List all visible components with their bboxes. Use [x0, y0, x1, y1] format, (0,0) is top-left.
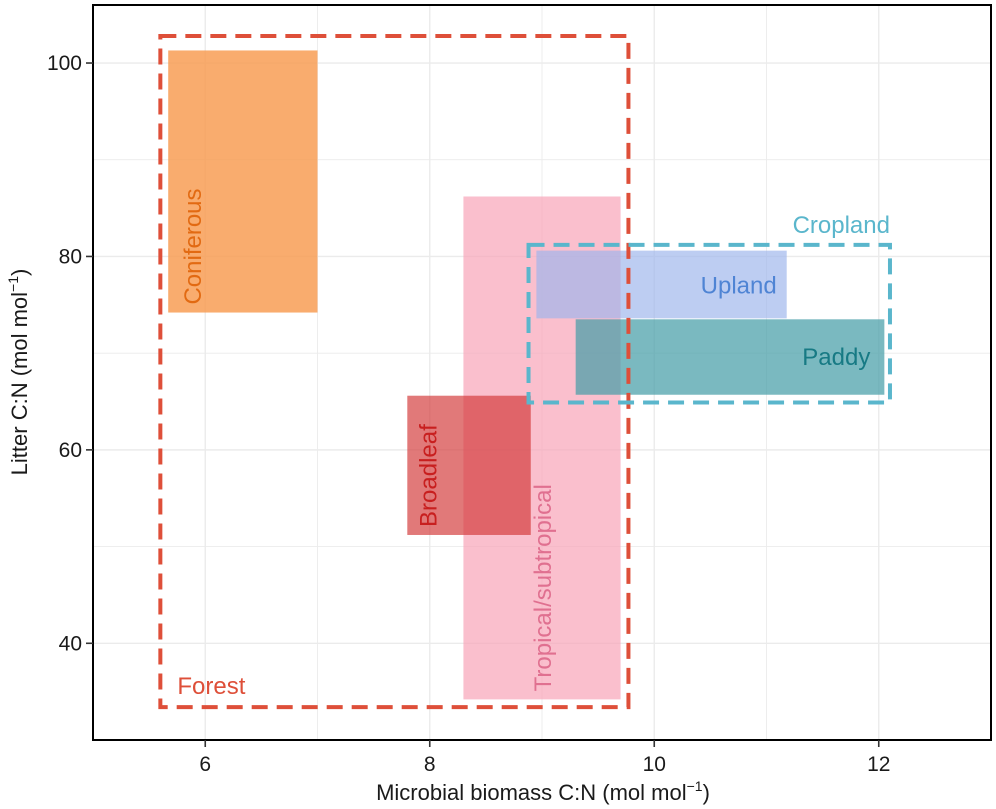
y-axis-ticks: 40 60 80 100 [47, 52, 93, 655]
label-coniferous: Coniferous [180, 188, 207, 304]
group-outlines [158, 33, 892, 710]
x-axis-title: Microbial biomass C:N (mol mol−1) [376, 778, 710, 805]
region-labels: Coniferous Tropical/subtropical Broadleaf U… [177, 188, 890, 700]
label-paddy: Paddy [802, 344, 870, 371]
plot-border [92, 4, 992, 741]
group-outline-forest [158, 33, 631, 710]
y-tick-label: 80 [59, 245, 82, 268]
x-axis-ticks: 6 8 10 12 [199, 740, 890, 776]
y-tick-label: 100 [47, 52, 82, 75]
x-tick-label: 12 [867, 753, 890, 776]
y-tick-label: 40 [59, 632, 82, 655]
group-outline-cropland [526, 242, 892, 405]
region-rectangles [168, 50, 885, 700]
label-forest: Forest [177, 673, 245, 700]
y-axis-title: Litter C:N (mol mol−1) [5, 269, 32, 476]
label-broadleaf: Broadleaf [415, 424, 442, 527]
label-tropical-subtropical: Tropical/subtropical [530, 484, 557, 691]
region-upland [536, 250, 787, 319]
y-tick-label: 60 [59, 439, 82, 462]
region-coniferous [168, 50, 318, 313]
x-tick-label: 10 [643, 753, 666, 776]
x-tick-label: 6 [199, 753, 211, 776]
region-broadleaf [407, 395, 531, 535]
x-tick-label: 8 [424, 753, 436, 776]
label-cropland: Cropland [793, 212, 890, 239]
label-upland: Upland [701, 272, 777, 299]
